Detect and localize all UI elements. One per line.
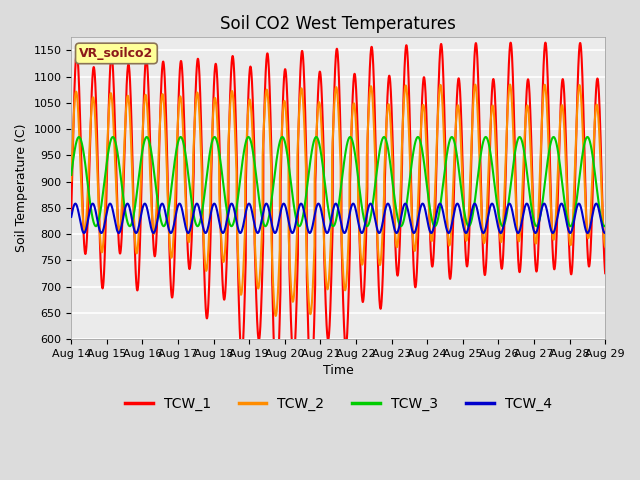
TCW_2 <box>602 244 609 250</box>
TCW_3 <box>160 223 168 229</box>
TCW_1 <box>272 384 280 390</box>
TCW_4 <box>160 204 168 209</box>
TCW_3 <box>272 161 280 167</box>
TCW_4 <box>591 202 599 208</box>
TCW_2 <box>591 114 599 120</box>
Text: VR_soilco2: VR_soilco2 <box>79 47 154 60</box>
TCW_2 <box>534 227 541 233</box>
TCW_1 <box>67 208 75 214</box>
TCW_3 <box>534 223 541 228</box>
TCW_2 <box>506 82 514 87</box>
TCW_1 <box>273 385 280 391</box>
Line: TCW_2: TCW_2 <box>71 84 605 316</box>
TCW_4 <box>273 229 280 235</box>
Title: Soil CO2 West Temperatures: Soil CO2 West Temperatures <box>220 15 456 33</box>
TCW_3 <box>397 223 405 229</box>
TCW_2 <box>160 100 168 106</box>
TCW_1 <box>541 40 549 46</box>
TCW_4 <box>602 230 609 236</box>
TCW_1 <box>296 97 303 103</box>
TCW_1 <box>602 270 609 276</box>
TCW_2 <box>273 312 280 318</box>
Legend: TCW_1, TCW_2, TCW_3, TCW_4: TCW_1, TCW_2, TCW_3, TCW_4 <box>119 391 557 417</box>
Line: TCW_1: TCW_1 <box>71 43 605 388</box>
TCW_4 <box>67 214 75 220</box>
TCW_2 <box>296 107 303 112</box>
TCW_3 <box>129 219 136 225</box>
TCW_1 <box>160 62 168 68</box>
TCW_3 <box>67 172 75 178</box>
TCW_4 <box>296 204 303 209</box>
TCW_1 <box>534 263 541 269</box>
Line: TCW_3: TCW_3 <box>71 137 605 226</box>
TCW_1 <box>591 110 599 116</box>
TCW_4 <box>534 226 541 232</box>
TCW_3 <box>591 172 599 178</box>
TCW_3 <box>295 223 303 229</box>
X-axis label: Time: Time <box>323 364 354 377</box>
TCW_3 <box>602 223 609 228</box>
TCW_3 <box>482 134 490 140</box>
Line: TCW_4: TCW_4 <box>71 204 605 233</box>
TCW_4 <box>129 217 136 223</box>
TCW_4 <box>175 201 183 206</box>
Y-axis label: Soil Temperature (C): Soil Temperature (C) <box>15 124 28 252</box>
TCW_2 <box>67 178 75 184</box>
TCW_2 <box>129 169 136 175</box>
TCW_4 <box>323 230 331 236</box>
TCW_2 <box>272 313 280 319</box>
TCW_1 <box>129 144 136 150</box>
